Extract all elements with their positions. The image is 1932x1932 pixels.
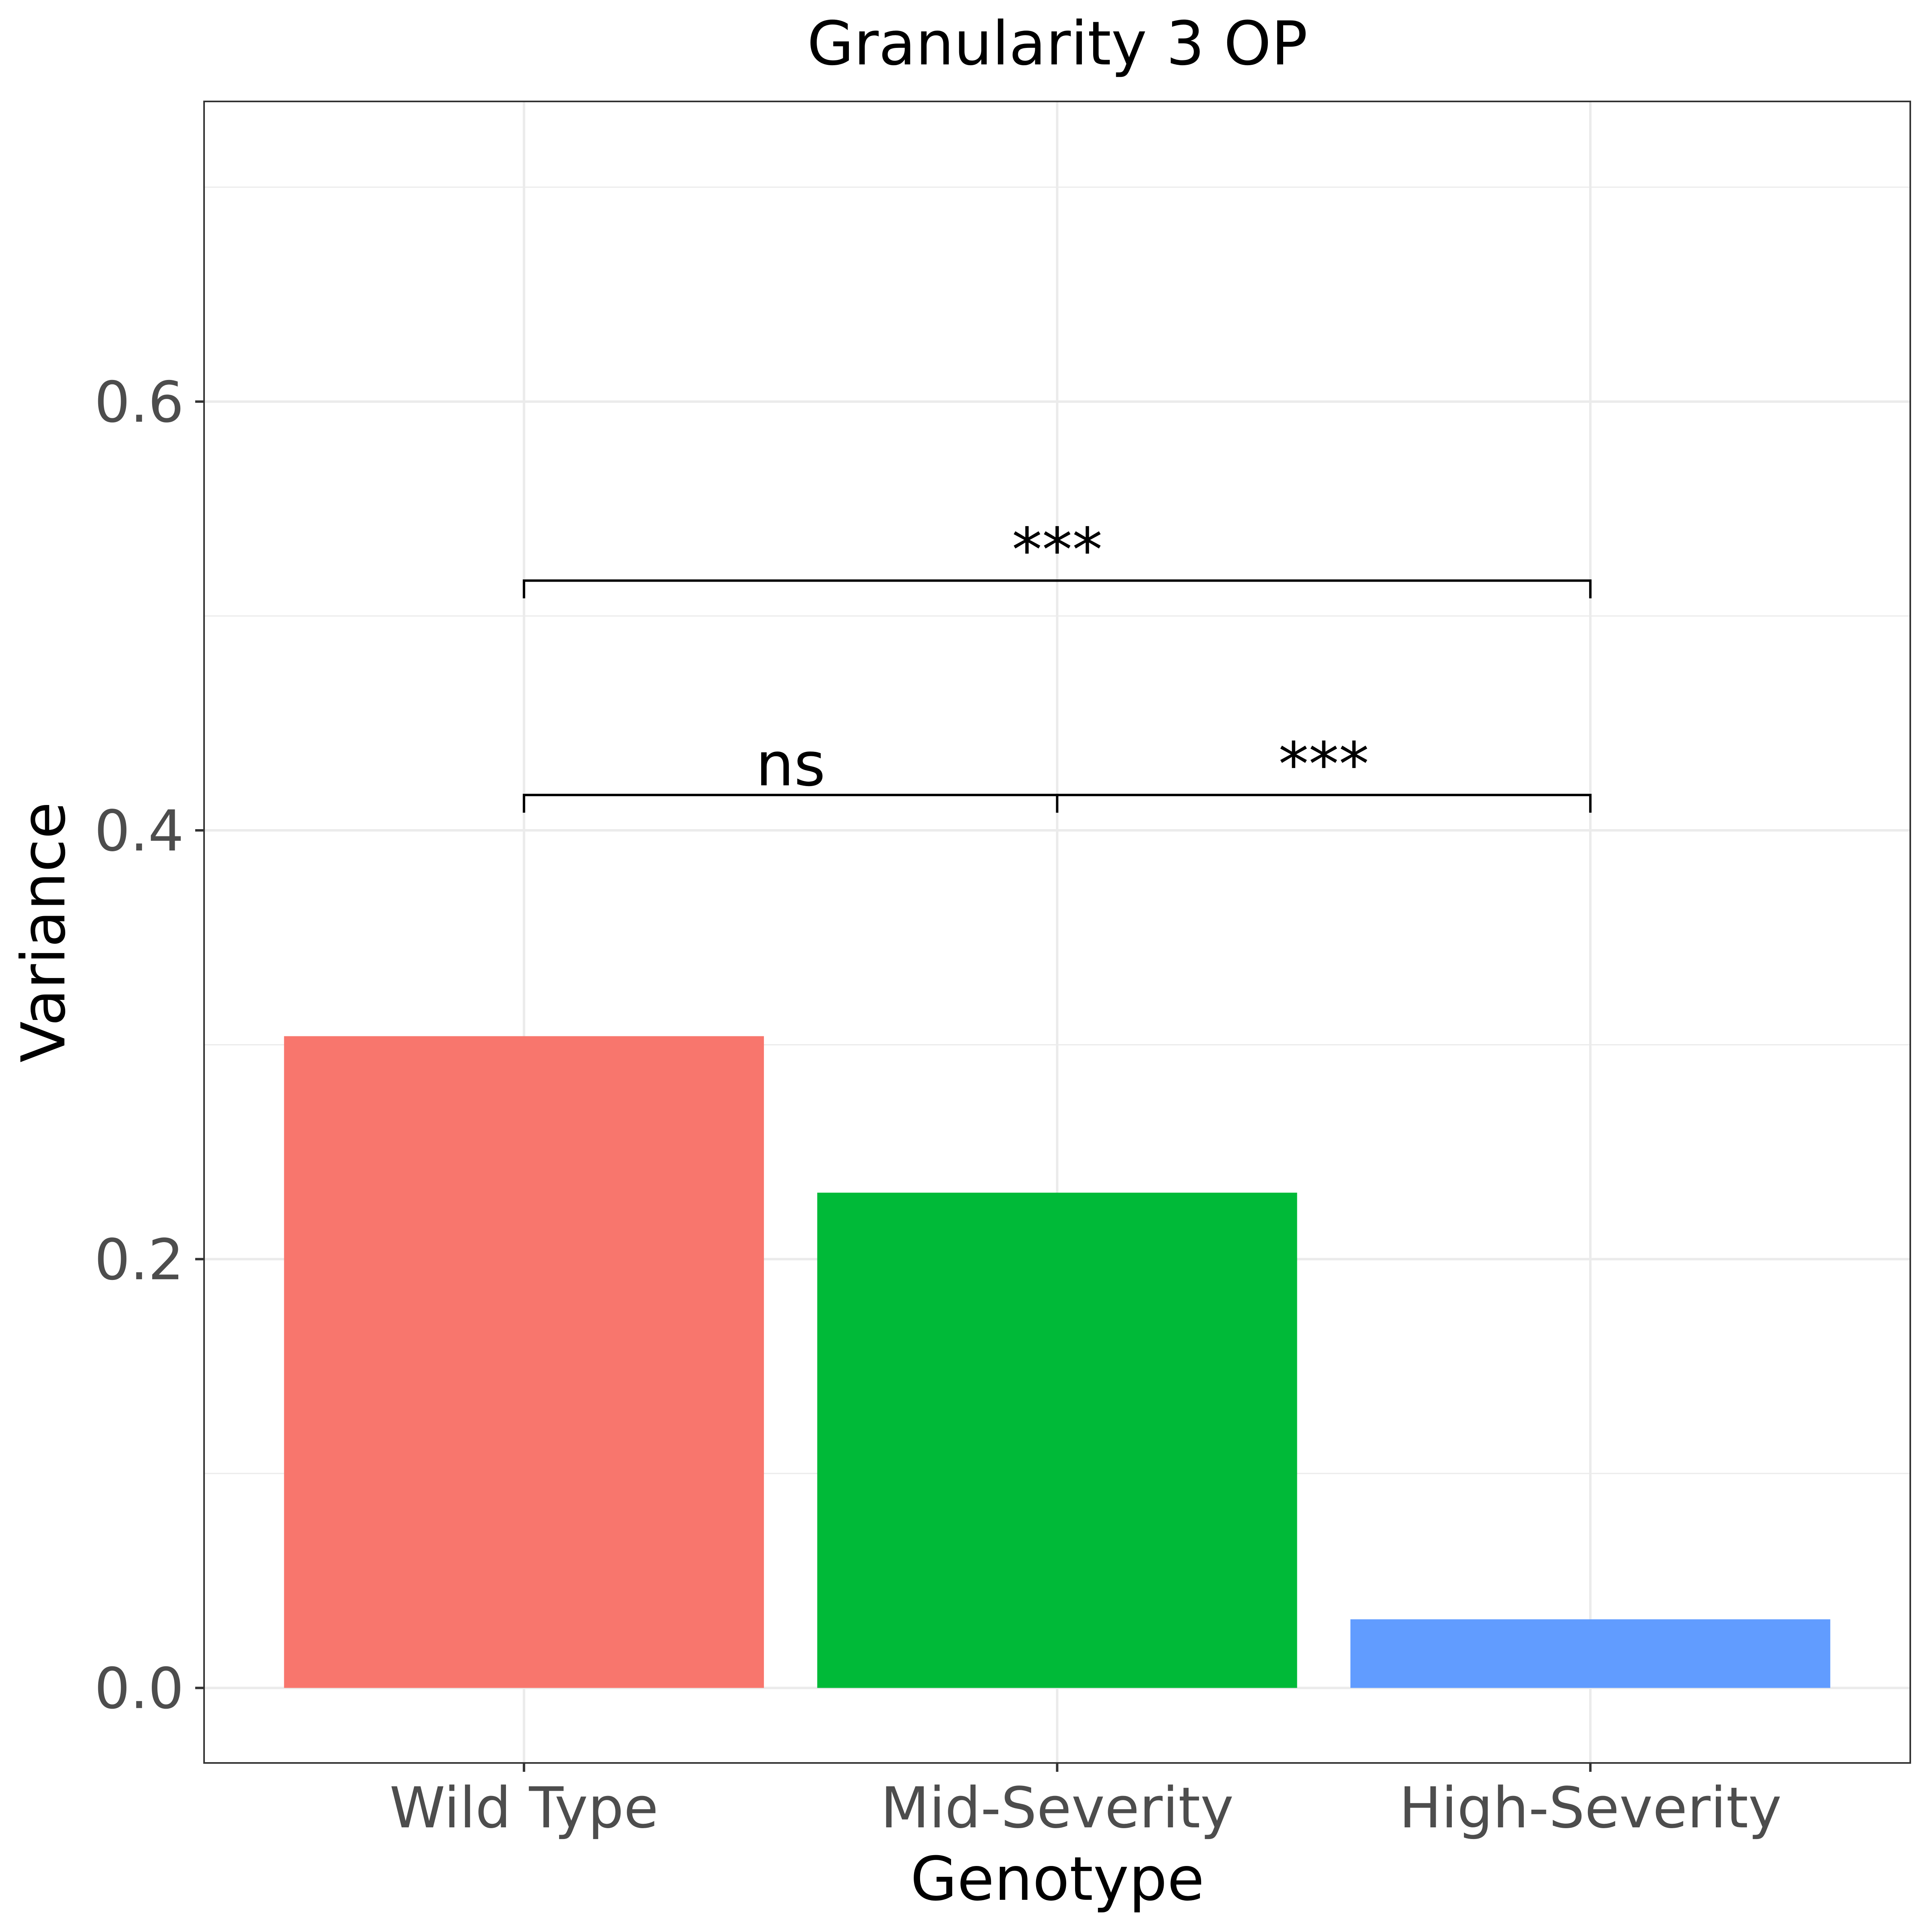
significance-bracket — [1056, 794, 1592, 813]
y-axis-title: Variance — [9, 802, 79, 1063]
x-tick-label: Mid-Severity — [881, 1775, 1234, 1841]
significance-brackets: ns *** *** — [522, 515, 1592, 813]
significance-label: *** — [1012, 515, 1102, 585]
bar-high-severity — [1350, 1619, 1831, 1688]
chart-title: Granularity 3 OP — [807, 9, 1308, 79]
significance-label: *** — [1278, 730, 1369, 800]
bar-mid-severity — [817, 1193, 1297, 1688]
x-axis-title: Genotype — [910, 1844, 1204, 1914]
x-tick-label: High-Severity — [1399, 1775, 1781, 1841]
bar-wild-type — [284, 1036, 764, 1688]
significance-bracket — [522, 579, 1592, 599]
y-tick-label: 0.2 — [94, 1227, 184, 1293]
y-tick-label: 0.4 — [94, 799, 184, 864]
y-tick-label: 0.0 — [94, 1656, 184, 1722]
x-tick-label: Wild Type — [390, 1775, 658, 1841]
significance-label: ns — [756, 730, 826, 800]
bars — [284, 1036, 1831, 1688]
axes: 0.0 0.2 0.4 0.6 Wild Type Mid-Severity High-Se… — [94, 370, 1781, 1841]
y-tick-label: 0.6 — [94, 370, 184, 436]
